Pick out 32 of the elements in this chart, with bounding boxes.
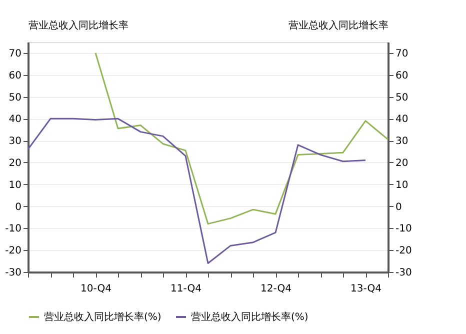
- y-tick-label: -30: [5, 268, 22, 278]
- y2-tick-label: 30: [396, 136, 408, 148]
- y2-tick-label: -20: [396, 246, 412, 257]
- x-tick-label: 10-Q4: [80, 284, 112, 294]
- y-tick-label: 50: [8, 92, 22, 104]
- y-axis-title: 营业总收入同比增长率: [28, 20, 128, 32]
- y-tick-label: -10: [5, 224, 22, 235]
- y2-tick-label: 10: [396, 180, 408, 191]
- x-tick-label: 12-Q4: [260, 284, 292, 294]
- y2-tick-label: 20: [396, 158, 408, 169]
- y2-tick-label: -30: [396, 268, 412, 278]
- y-tick-label: 30: [8, 136, 22, 148]
- line-series: [27, 118, 366, 264]
- y2-tick-label: 0: [396, 202, 402, 213]
- x-tick-label: 13-Q4: [350, 284, 382, 294]
- line-series: [94, 52, 389, 225]
- y-tick-label: 10: [8, 180, 22, 191]
- y2-axis-title: 营业总收入同比增长率: [288, 20, 388, 32]
- legend-label: 营业总收入同比增长率(%): [44, 311, 162, 323]
- y2-tick-label: 70: [396, 48, 408, 60]
- legend-label: 营业总收入同比增长率(%): [191, 311, 308, 323]
- y-tick-label: 40: [8, 114, 22, 126]
- x-tick-label: 11-Q4: [170, 284, 202, 294]
- y2-tick-label: 50: [396, 92, 408, 104]
- y-tick-label: 0: [15, 202, 22, 213]
- y2-tick-label: 60: [396, 70, 408, 82]
- y-tick-label: -20: [5, 246, 22, 257]
- y-tick-label: 70: [8, 48, 22, 60]
- y2-tick-label: 40: [396, 114, 408, 126]
- y-tick-label: 60: [8, 70, 22, 82]
- y2-tick-label: -10: [396, 224, 412, 235]
- y-tick-label: 20: [8, 158, 22, 169]
